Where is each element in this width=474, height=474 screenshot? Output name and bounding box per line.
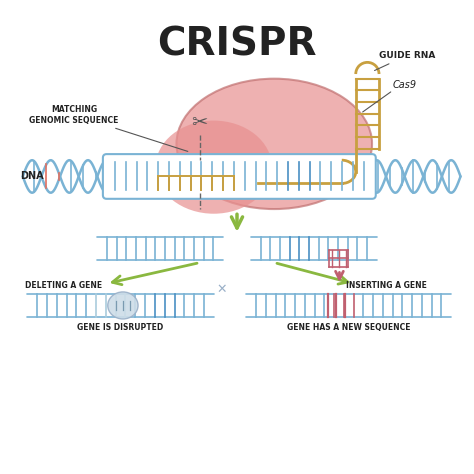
Ellipse shape	[108, 292, 138, 319]
Text: DELETING A GENE: DELETING A GENE	[25, 282, 102, 291]
Ellipse shape	[155, 120, 272, 214]
Text: GUIDE RNA: GUIDE RNA	[374, 51, 436, 71]
Text: ✂: ✂	[191, 113, 208, 132]
Text: GENE HAS A NEW SEQUENCE: GENE HAS A NEW SEQUENCE	[287, 323, 410, 332]
Text: DNA: DNA	[20, 172, 44, 182]
Text: MATCHING
GENOMIC SEQUENCE: MATCHING GENOMIC SEQUENCE	[29, 105, 188, 151]
Text: INSERTING A GENE: INSERTING A GENE	[346, 282, 427, 291]
Text: ✕: ✕	[216, 283, 227, 296]
Ellipse shape	[176, 79, 372, 209]
FancyBboxPatch shape	[103, 154, 376, 199]
Text: CRISPR: CRISPR	[157, 25, 317, 63]
Text: Cas9: Cas9	[393, 80, 417, 90]
Text: GENE IS DISRUPTED: GENE IS DISRUPTED	[77, 323, 164, 332]
